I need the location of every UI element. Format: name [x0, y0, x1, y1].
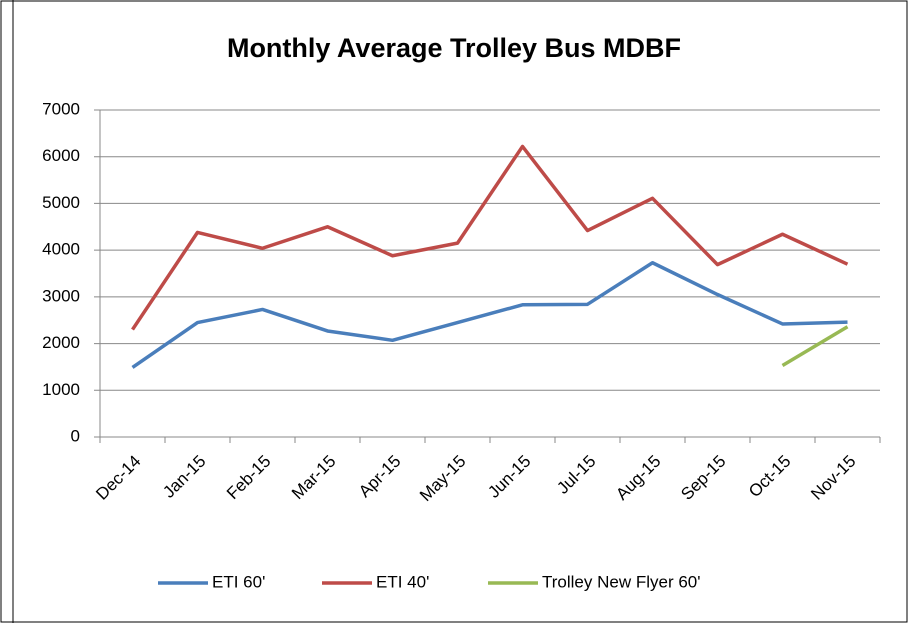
legend-label: Trolley New Flyer 60': [542, 572, 701, 591]
y-tick-label: 6000: [42, 146, 80, 165]
y-tick-label: 1000: [42, 380, 80, 399]
y-tick-label: 3000: [42, 286, 80, 305]
series-line: [131, 144, 849, 331]
y-tick-label: 4000: [42, 240, 80, 259]
series-line: [131, 261, 848, 369]
legend-label: ETI 40': [376, 572, 429, 591]
series-line: [781, 325, 849, 368]
chart-title: Monthly Average Trolley Bus MDBF: [227, 33, 681, 63]
legend-label: ETI 60': [212, 572, 265, 591]
y-tick-label: 2000: [42, 333, 80, 352]
y-tick-label: 7000: [42, 99, 80, 118]
y-tick-label: 5000: [42, 193, 80, 212]
y-tick-label: 0: [71, 426, 80, 445]
